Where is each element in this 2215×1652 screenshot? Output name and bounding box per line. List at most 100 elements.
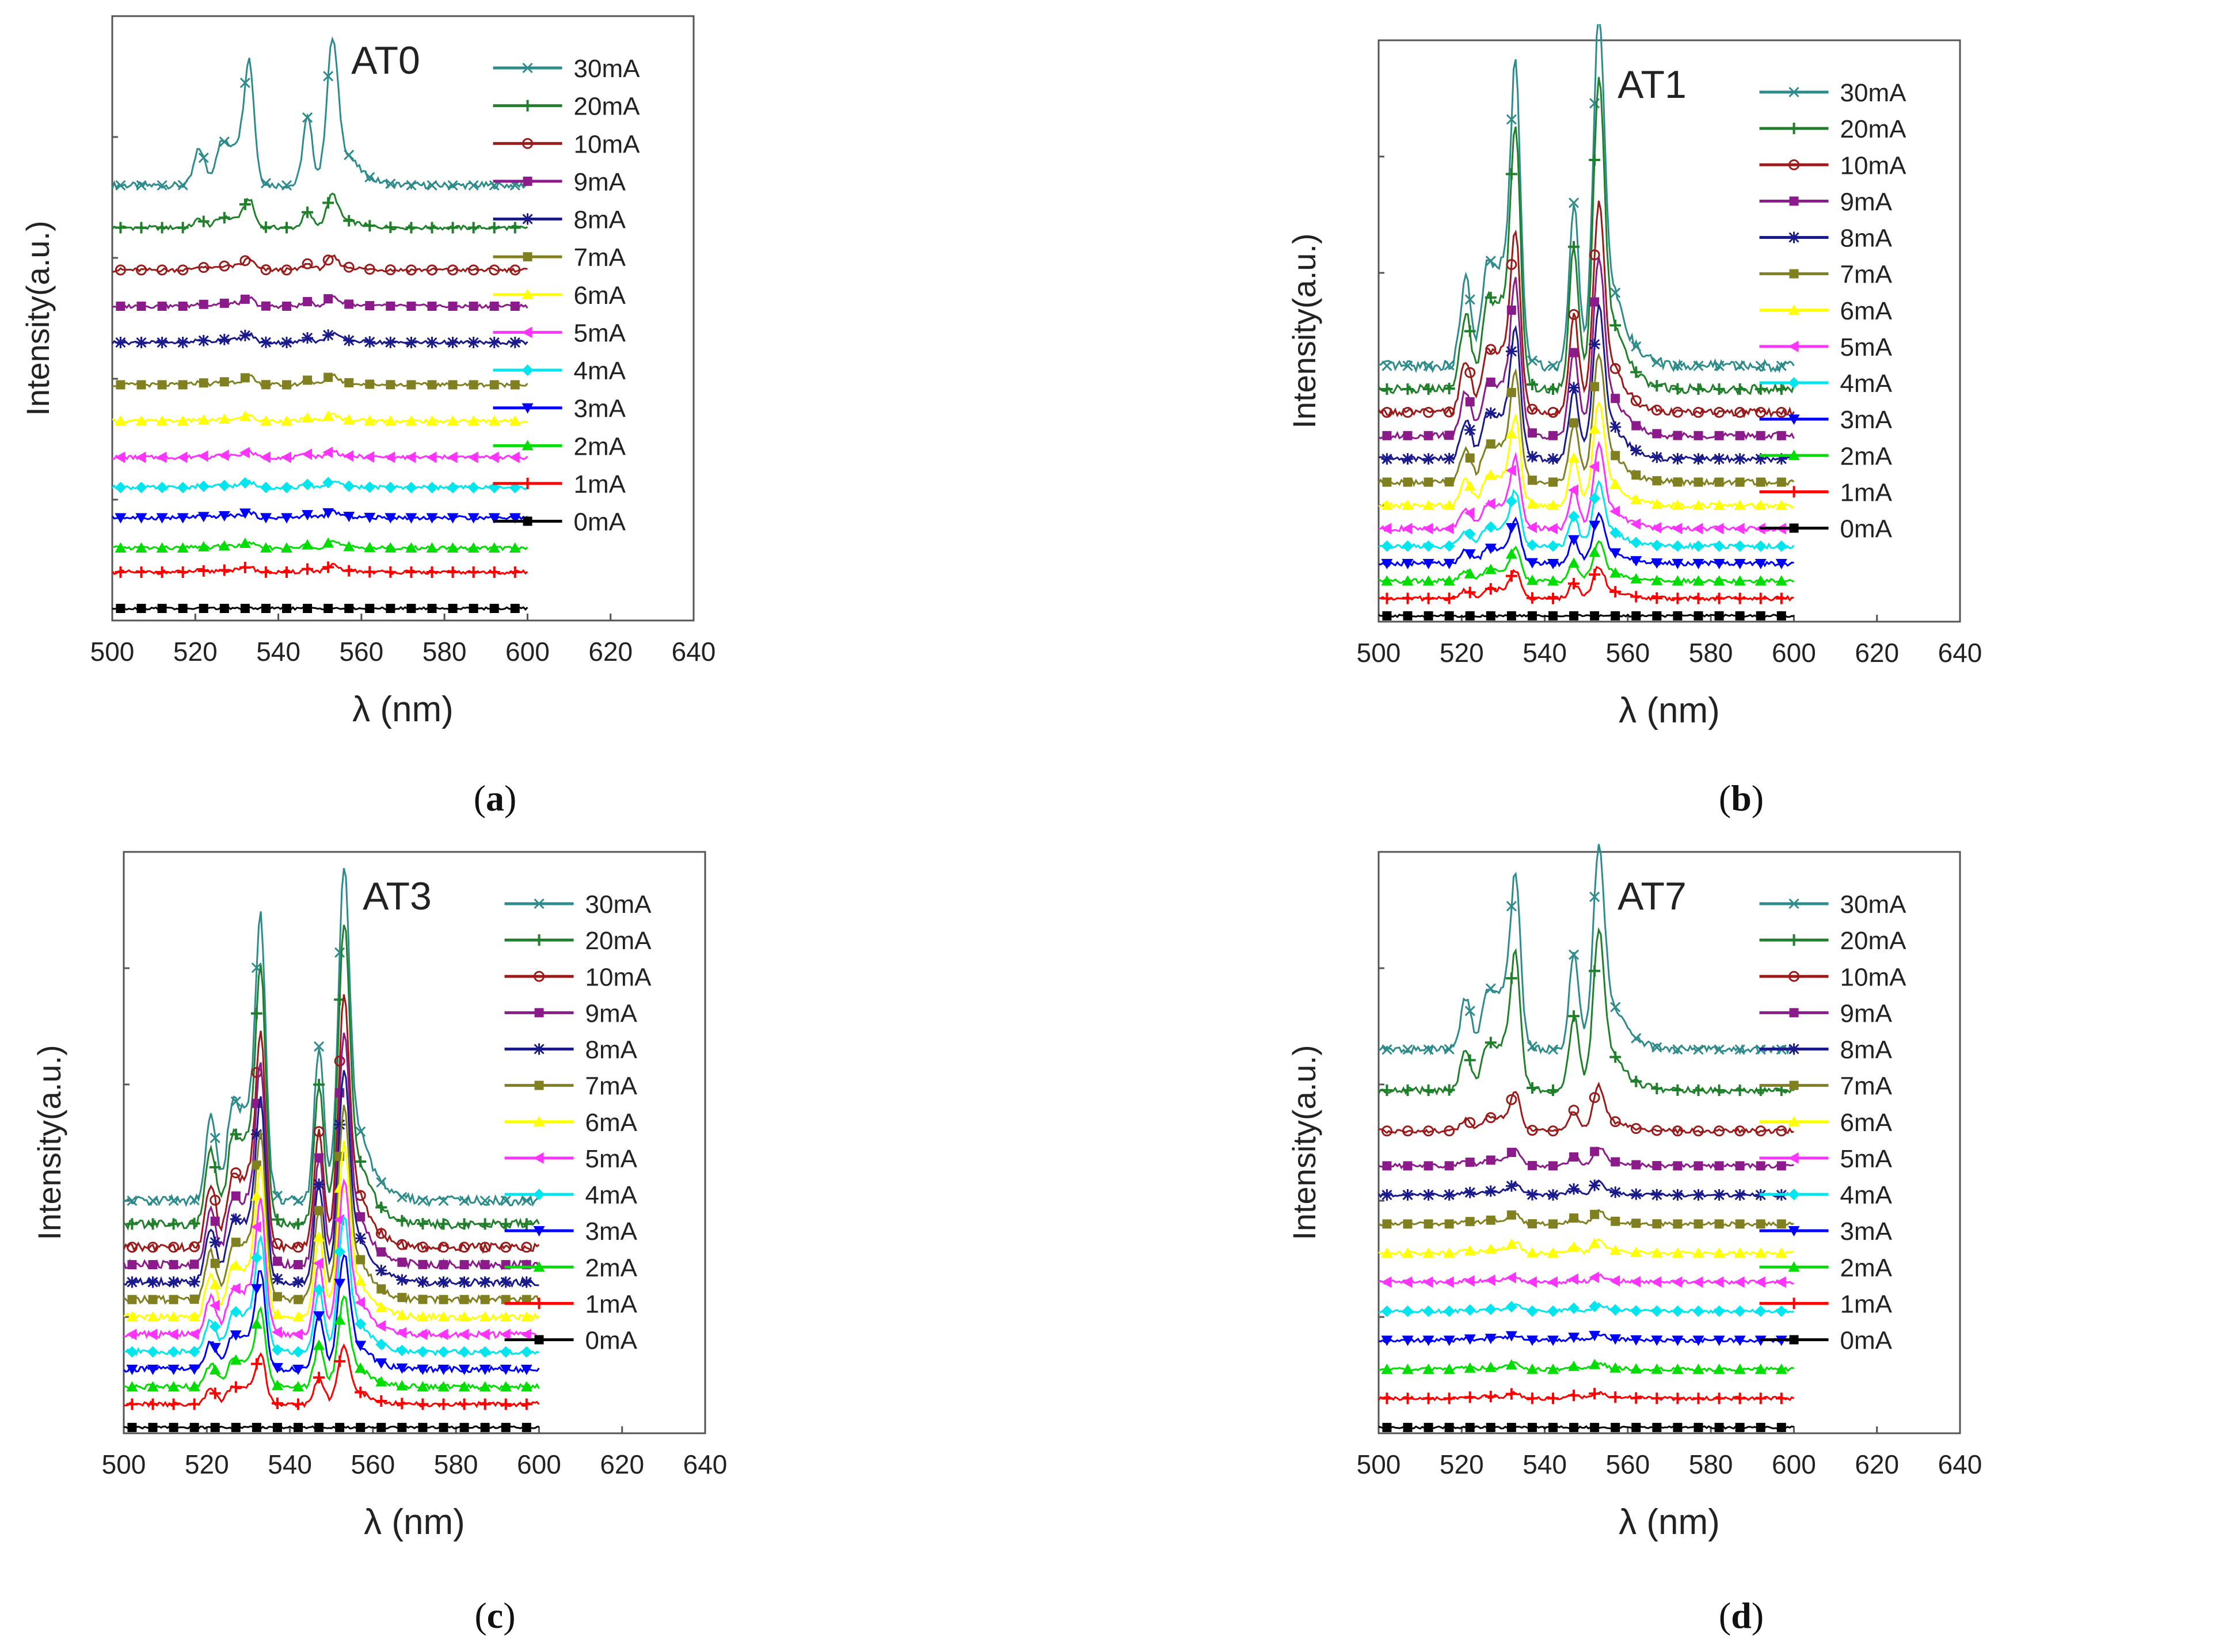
series-marker xyxy=(1672,383,1684,395)
series-marker xyxy=(344,378,354,387)
series-marker xyxy=(405,542,417,553)
legend-entry: 4mA xyxy=(493,357,626,385)
series-marker xyxy=(1424,1422,1433,1432)
series-marker xyxy=(1673,431,1683,440)
series-marker xyxy=(1775,1247,1787,1258)
series-marker xyxy=(396,1239,408,1250)
series-marker xyxy=(520,1346,532,1358)
series-marker xyxy=(1485,344,1497,355)
series-marker xyxy=(1465,1217,1475,1227)
series-marker xyxy=(1631,470,1641,480)
series-marker xyxy=(156,222,168,234)
series-marker xyxy=(1756,1219,1765,1229)
series-marker xyxy=(177,513,189,524)
legend-label: 2mA xyxy=(1840,442,1893,470)
series-marker xyxy=(1547,1125,1559,1137)
series-marker xyxy=(294,1422,303,1432)
legend-marker xyxy=(533,1116,545,1126)
series-marker xyxy=(355,1275,367,1286)
series-marker xyxy=(1734,1305,1746,1317)
series-marker xyxy=(271,1326,282,1338)
series-marker xyxy=(260,336,272,348)
legend-marker xyxy=(533,1297,545,1310)
series-marker xyxy=(1547,1189,1559,1201)
series-marker xyxy=(1651,522,1662,534)
series-marker xyxy=(376,1177,387,1188)
legend-label: 6mA xyxy=(1840,1109,1893,1137)
series-marker xyxy=(292,1381,304,1392)
legend-entry: 1mA xyxy=(493,470,626,498)
series-marker xyxy=(396,1327,407,1339)
series-marker xyxy=(168,1346,180,1358)
series-marker xyxy=(1423,1044,1434,1055)
series-marker xyxy=(239,199,251,211)
series-marker xyxy=(500,1311,512,1322)
series-marker xyxy=(1465,1158,1475,1167)
series-marker xyxy=(1547,499,1559,510)
series-marker xyxy=(1403,477,1413,487)
plot-frame xyxy=(1377,39,1961,623)
series-marker xyxy=(157,302,167,311)
series-marker xyxy=(1464,587,1476,599)
chart-title: AT0 xyxy=(351,39,420,82)
series-marker xyxy=(417,1364,429,1375)
series-marker xyxy=(335,1088,345,1098)
series-marker xyxy=(1611,1216,1620,1226)
series-marker xyxy=(1652,611,1662,621)
series-marker xyxy=(1381,406,1392,418)
series-marker xyxy=(209,1364,221,1375)
legend-entry: 8mA xyxy=(493,206,626,234)
series-marker xyxy=(1464,367,1476,378)
series-line xyxy=(123,924,540,1231)
series-marker xyxy=(385,178,396,189)
series-line xyxy=(1378,1361,1794,1373)
series-marker xyxy=(1672,592,1684,604)
series-marker xyxy=(1506,305,1516,315)
series-marker xyxy=(1464,1244,1476,1255)
series-marker xyxy=(1651,592,1663,604)
legend-label: 30mA xyxy=(574,55,641,83)
series-marker xyxy=(1672,1276,1683,1288)
series-marker xyxy=(427,180,437,191)
series-marker xyxy=(1526,451,1538,463)
series-marker xyxy=(1630,366,1642,378)
series-marker xyxy=(1443,1276,1454,1288)
series-marker xyxy=(334,1055,345,1067)
series-marker xyxy=(1402,1335,1414,1346)
series-marker xyxy=(396,1274,408,1286)
series-marker xyxy=(1464,480,1476,491)
series-marker xyxy=(1526,1276,1537,1288)
series-marker xyxy=(1443,452,1455,465)
series-marker xyxy=(218,450,229,462)
series-marker xyxy=(417,1329,428,1341)
series-marker xyxy=(1735,1422,1745,1432)
series-marker xyxy=(1402,1392,1414,1404)
legend-entry: 10mA xyxy=(493,130,640,158)
series-marker xyxy=(1609,527,1622,539)
series-marker xyxy=(1735,431,1745,440)
legend-marker xyxy=(533,1043,545,1055)
series-marker xyxy=(1506,901,1517,912)
series-marker xyxy=(1714,406,1725,418)
x-tick-label: 540 xyxy=(268,1449,312,1479)
legend-marker xyxy=(1788,414,1800,425)
series-marker xyxy=(520,1398,532,1410)
series-marker xyxy=(467,566,479,578)
series-marker xyxy=(1526,1082,1538,1094)
series-marker xyxy=(1464,1304,1476,1316)
series-marker xyxy=(1464,1275,1475,1287)
series-line xyxy=(112,254,528,273)
series-marker xyxy=(115,542,127,553)
series-marker xyxy=(1444,360,1455,371)
legend-marker xyxy=(522,477,534,489)
series-30mA xyxy=(123,867,540,1208)
series-marker xyxy=(344,150,355,161)
series-marker xyxy=(447,180,458,191)
series-line xyxy=(111,192,528,231)
series-marker xyxy=(1568,1390,1580,1402)
series-marker xyxy=(1630,1075,1642,1087)
series-marker xyxy=(1693,406,1704,418)
series-marker xyxy=(1506,114,1517,125)
series-marker xyxy=(458,1364,470,1375)
series-marker xyxy=(396,1215,408,1227)
